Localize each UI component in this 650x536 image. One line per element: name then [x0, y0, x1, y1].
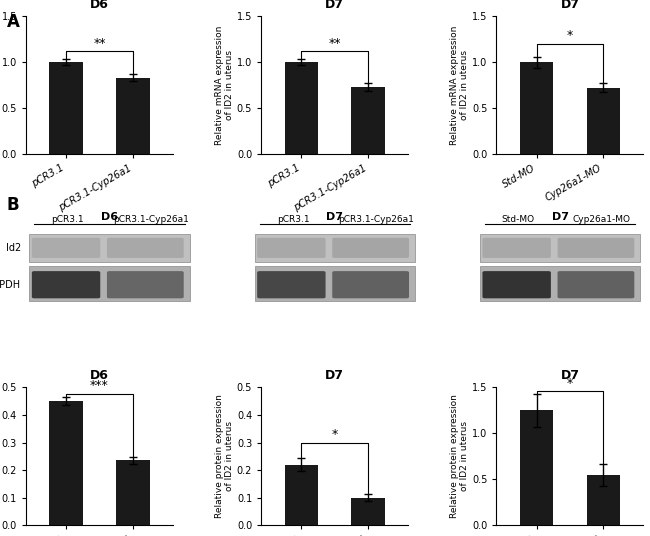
FancyBboxPatch shape: [480, 234, 640, 262]
Text: *: *: [567, 29, 573, 42]
FancyBboxPatch shape: [558, 238, 634, 258]
FancyBboxPatch shape: [257, 238, 326, 258]
Bar: [520, 411, 553, 525]
Text: pCR3.1: pCR3.1: [277, 215, 309, 225]
FancyBboxPatch shape: [107, 271, 184, 299]
Bar: [49, 401, 83, 525]
Text: pCR3.1-Cyp26a1: pCR3.1-Cyp26a1: [339, 215, 415, 225]
Bar: [285, 465, 318, 525]
FancyBboxPatch shape: [332, 238, 409, 258]
FancyBboxPatch shape: [482, 271, 551, 299]
Bar: [587, 88, 620, 154]
Text: **: **: [93, 36, 106, 50]
Text: Std-MO: Std-MO: [502, 215, 535, 225]
Bar: [352, 498, 385, 525]
Bar: [116, 78, 150, 154]
Text: GAPDH: GAPDH: [0, 280, 21, 290]
Title: D7: D7: [325, 369, 344, 382]
FancyBboxPatch shape: [107, 238, 184, 258]
Bar: [352, 87, 385, 154]
Text: D7: D7: [326, 212, 343, 222]
FancyBboxPatch shape: [558, 271, 634, 299]
FancyBboxPatch shape: [257, 271, 326, 299]
Bar: [520, 62, 553, 154]
Text: *: *: [567, 377, 573, 390]
Text: ***: ***: [90, 379, 109, 392]
FancyBboxPatch shape: [32, 271, 100, 299]
Y-axis label: Relative mRNA expression
of ID2 in uterus: Relative mRNA expression of ID2 in uteru…: [450, 25, 469, 145]
Title: D6: D6: [90, 0, 109, 11]
Bar: [116, 460, 150, 525]
FancyBboxPatch shape: [482, 238, 551, 258]
Title: D6: D6: [90, 369, 109, 382]
Text: B: B: [6, 196, 19, 214]
Text: A: A: [6, 13, 20, 32]
FancyBboxPatch shape: [255, 266, 415, 301]
Title: D7: D7: [560, 369, 580, 382]
Title: D7: D7: [325, 0, 344, 11]
Text: Cyp26a1-MO: Cyp26a1-MO: [573, 215, 630, 225]
Text: pCR3.1-Cyp26a1: pCR3.1-Cyp26a1: [113, 215, 189, 225]
FancyBboxPatch shape: [332, 271, 409, 299]
FancyBboxPatch shape: [480, 266, 640, 301]
Bar: [285, 62, 318, 154]
Y-axis label: Relative protein expression
of ID2 in uterus: Relative protein expression of ID2 in ut…: [450, 394, 469, 518]
FancyBboxPatch shape: [32, 238, 100, 258]
Bar: [587, 475, 620, 525]
Title: D7: D7: [560, 0, 580, 11]
Text: pCR3.1: pCR3.1: [51, 215, 84, 225]
Text: D6: D6: [101, 212, 118, 222]
FancyBboxPatch shape: [29, 266, 190, 301]
Text: D7: D7: [552, 212, 569, 222]
Y-axis label: Relative mRNA expression
of ID2 in uterus: Relative mRNA expression of ID2 in uteru…: [214, 25, 234, 145]
Text: *: *: [332, 428, 338, 441]
Y-axis label: Relative protein expression
of ID2 in uterus: Relative protein expression of ID2 in ut…: [214, 394, 234, 518]
Text: Id2: Id2: [6, 243, 21, 253]
Text: **: **: [328, 36, 341, 50]
Bar: [49, 62, 83, 154]
FancyBboxPatch shape: [29, 234, 190, 262]
FancyBboxPatch shape: [255, 234, 415, 262]
